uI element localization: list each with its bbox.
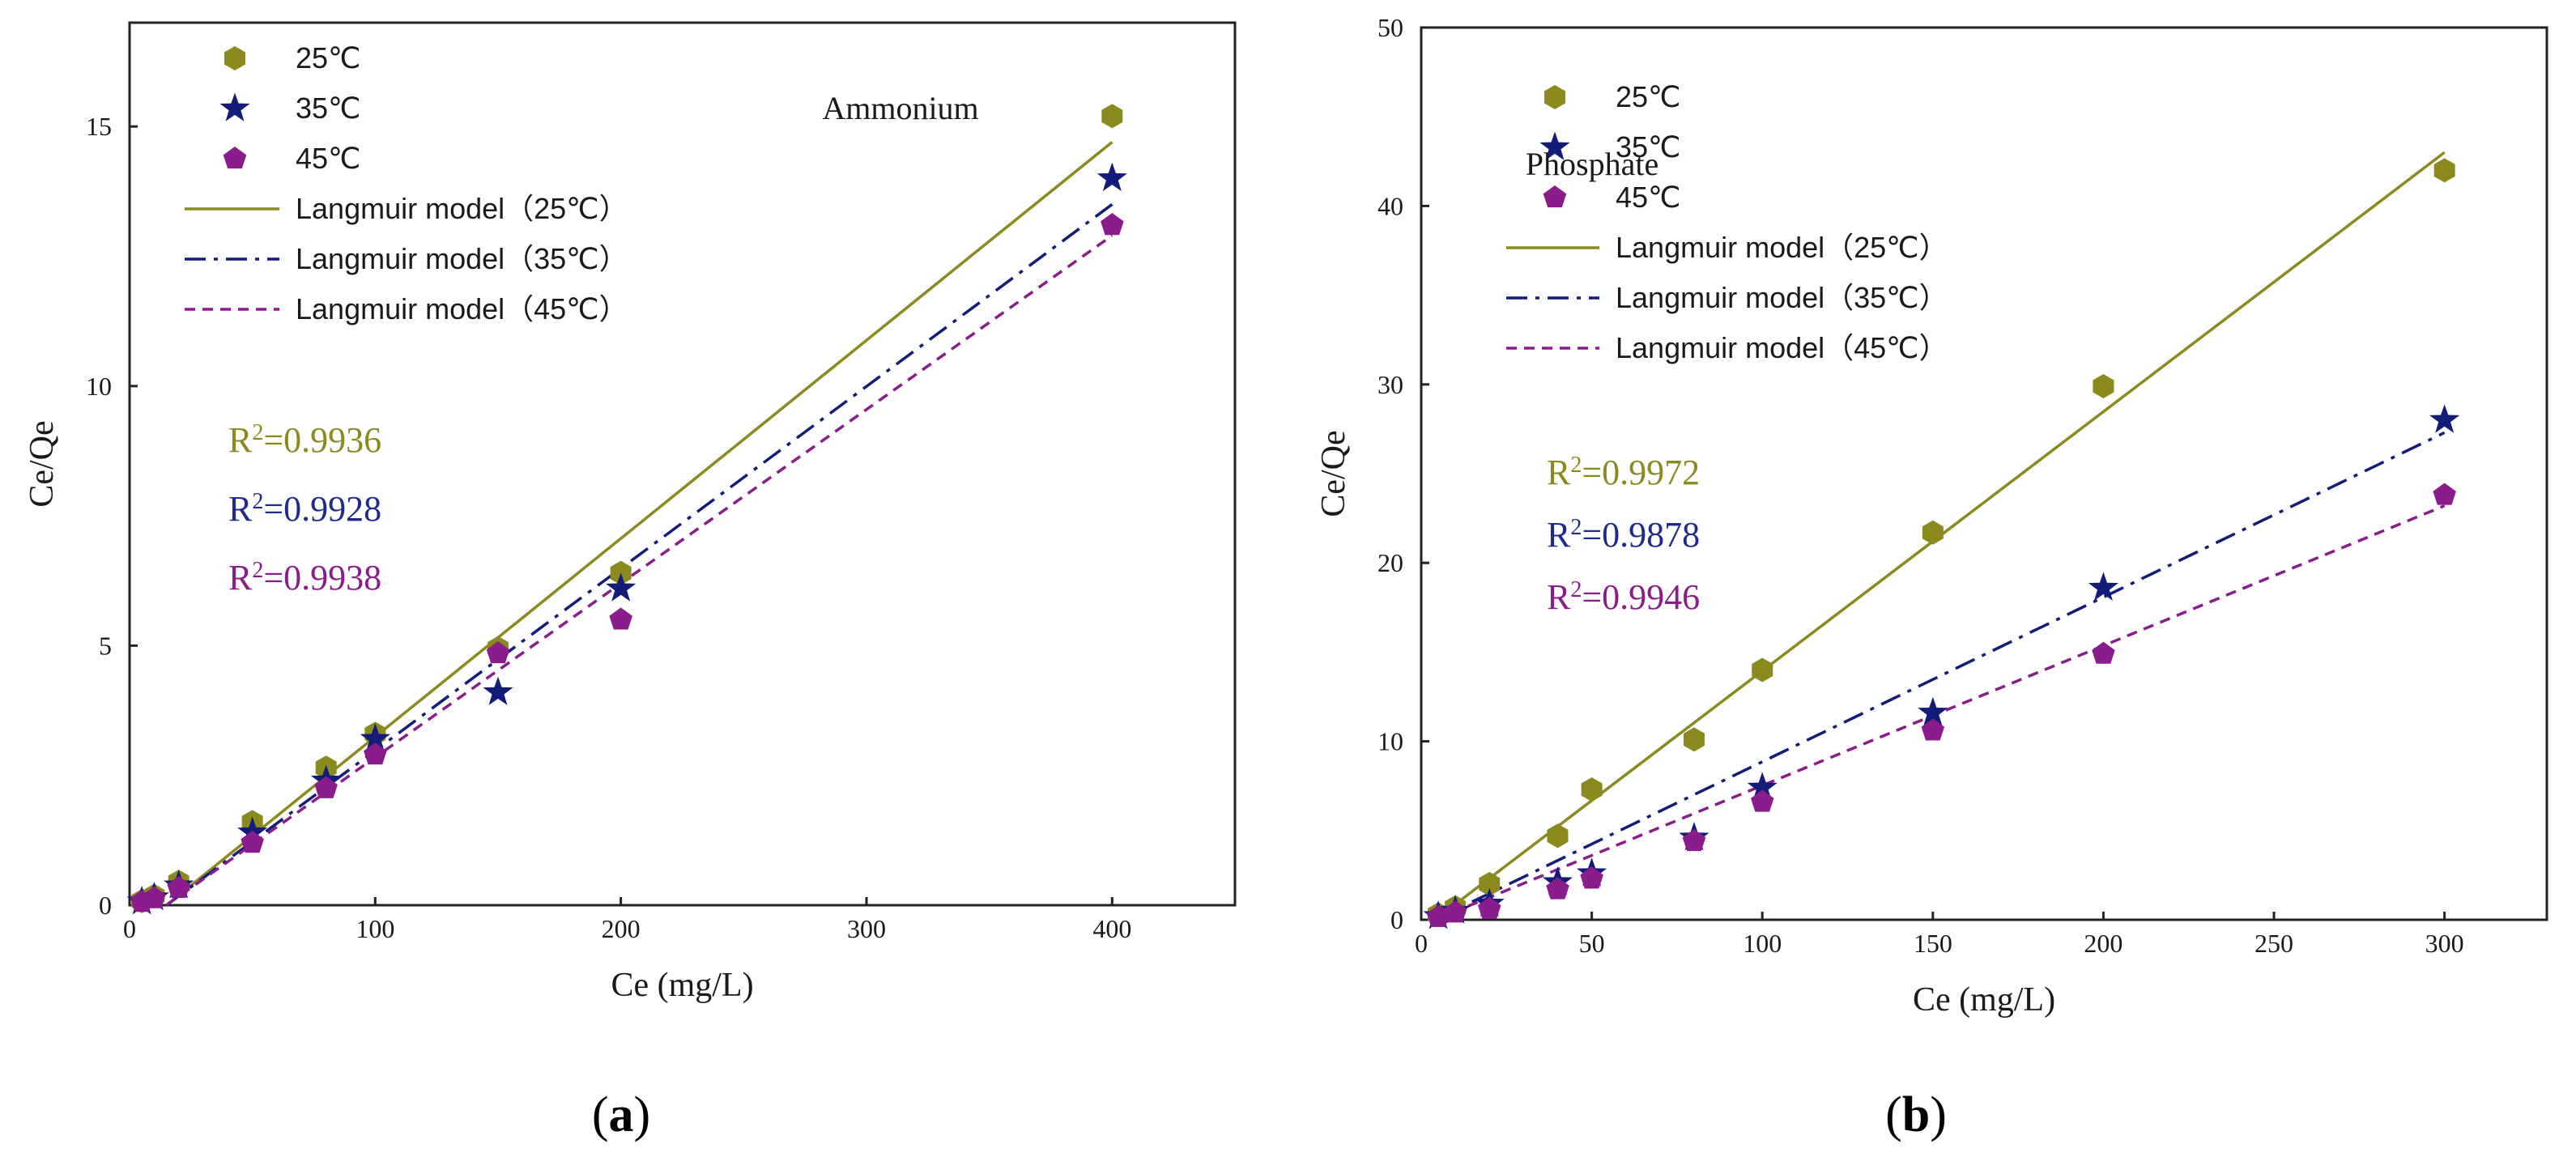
- legend-label: Langmuir model（35℃）: [1616, 281, 1948, 314]
- chart-title: Ammonium: [822, 90, 978, 126]
- data-point-star: [1747, 772, 1778, 801]
- data-point-pentagon: [2092, 641, 2115, 664]
- y-tick-label: 15: [86, 112, 112, 141]
- plot-frame: [128, 21, 1237, 907]
- data-point-star: [1096, 162, 1127, 192]
- legend-label: Langmuir model（35℃）: [296, 242, 628, 275]
- legend-marker-pentagon: [1543, 185, 1567, 208]
- x-tick-label: 200: [602, 914, 641, 943]
- data-point-pentagon: [143, 886, 166, 908]
- r-squared-label: R2=0.9878: [1547, 515, 1700, 555]
- r-squared-label: R2=0.9972: [1547, 453, 1700, 493]
- legend-label: 45℃: [1616, 181, 1680, 214]
- legend-label: Langmuir model（45℃）: [296, 292, 628, 325]
- chart-title: Phosphate: [1526, 146, 1658, 182]
- x-axis-label: Ce (mg/L): [1913, 981, 2055, 1019]
- data-point-pentagon: [1580, 866, 1603, 889]
- legend-label: Langmuir model（25℃）: [1616, 231, 1948, 264]
- data-point-hexagon: [1581, 777, 1603, 802]
- data-point-pentagon: [314, 776, 338, 798]
- legend-marker-star: [219, 92, 250, 121]
- legend-label: Langmuir model（25℃）: [296, 192, 628, 225]
- legend-marker-hexagon: [1544, 85, 1565, 109]
- y-axis-label: Ce/Qe: [23, 420, 61, 507]
- data-point-hexagon: [2433, 158, 2455, 183]
- plot-frame: [1420, 26, 2548, 921]
- data-point-star: [606, 572, 637, 602]
- legend-label: Langmuir model（45℃）: [1616, 331, 1948, 364]
- data-point-pentagon: [486, 641, 510, 664]
- data-point-hexagon: [1101, 104, 1123, 129]
- legend-label: 45℃: [296, 142, 360, 175]
- y-tick-label: 40: [1377, 191, 1403, 220]
- y-axis-label: Ce/Qe: [1315, 430, 1352, 517]
- x-tick-label: 200: [2084, 929, 2123, 958]
- legend-marker-pentagon: [223, 147, 247, 169]
- data-point-pentagon: [1426, 904, 1450, 927]
- data-point-star: [360, 723, 390, 752]
- data-point-star: [1918, 696, 1948, 726]
- legend-label: 25℃: [296, 41, 360, 74]
- r-squared-label: R2=0.9946: [1547, 577, 1700, 618]
- x-tick-label: 250: [2255, 929, 2293, 958]
- data-point-hexagon: [1547, 823, 1569, 849]
- legend-marker-hexagon: [224, 46, 245, 70]
- data-point-hexagon: [1683, 727, 1705, 752]
- fit-line-dashed: [165, 234, 1113, 907]
- data-point-pentagon: [1443, 900, 1467, 923]
- y-tick-label: 10: [86, 372, 112, 401]
- x-tick-label: 100: [356, 914, 394, 943]
- y-tick-label: 10: [1377, 727, 1403, 756]
- y-tick-label: 0: [99, 891, 112, 920]
- legend-label: 25℃: [1616, 80, 1680, 113]
- x-tick-label: 50: [1579, 929, 1605, 958]
- x-tick-label: 300: [847, 914, 886, 943]
- x-axis-label: Ce (mg/L): [611, 967, 753, 1004]
- data-point-hexagon: [1752, 657, 1773, 683]
- x-tick-label: 100: [1743, 929, 1782, 958]
- r-squared-label: R2=0.9936: [228, 420, 381, 461]
- x-tick-label: 150: [1914, 929, 1952, 958]
- fit-line-dashed: [1434, 504, 2446, 921]
- x-tick-label: 0: [1415, 929, 1428, 958]
- y-tick-label: 50: [1377, 13, 1403, 42]
- data-point-hexagon: [1922, 520, 1944, 545]
- r-squared-label: R2=0.9928: [228, 489, 381, 530]
- panel-label: (b): [1885, 1087, 1947, 1142]
- r-squared-label: R2=0.9938: [228, 558, 381, 598]
- data-point-pentagon: [2433, 483, 2456, 505]
- data-point-hexagon: [2093, 374, 2114, 399]
- data-point-star: [2429, 404, 2460, 433]
- x-tick-label: 0: [123, 914, 136, 943]
- data-point-pentagon: [1682, 829, 1706, 852]
- data-point-star: [2088, 572, 2119, 601]
- data-point-pentagon: [1546, 877, 1569, 900]
- y-tick-label: 5: [99, 631, 112, 660]
- y-tick-label: 0: [1390, 905, 1403, 934]
- panel-label: (a): [592, 1087, 650, 1142]
- data-point-pentagon: [1750, 789, 1774, 812]
- y-tick-label: 30: [1377, 370, 1403, 399]
- data-point-pentagon: [609, 607, 632, 630]
- data-point-star: [483, 676, 513, 705]
- x-tick-label: 300: [2425, 929, 2464, 958]
- data-point-pentagon: [1477, 896, 1501, 919]
- legend-label: 35℃: [296, 91, 360, 125]
- panel-b: 0 50 100 150 200 250 300 0 10 20 30 40 50 Ce (mg/L) Ce…: [1315, 13, 2548, 1142]
- x-tick-label: 400: [1092, 914, 1131, 943]
- legend-marker-star: [1539, 131, 1570, 160]
- data-point-pentagon: [364, 742, 387, 765]
- data-point-pentagon: [167, 875, 190, 898]
- y-tick-label: 20: [1377, 548, 1403, 577]
- data-point-pentagon: [241, 831, 264, 853]
- legend-label: 35℃: [1616, 130, 1680, 164]
- data-point-pentagon: [1101, 213, 1124, 236]
- data-point-hexagon: [1479, 871, 1501, 896]
- fit-line-dashdot: [1434, 431, 2446, 921]
- panel-a: 0 100 200 300 400 0 5 10 15 Ce (mg/L) Ce/Qe 25℃ 35℃ 4…: [23, 21, 1237, 1142]
- data-point-pentagon: [1921, 718, 1945, 741]
